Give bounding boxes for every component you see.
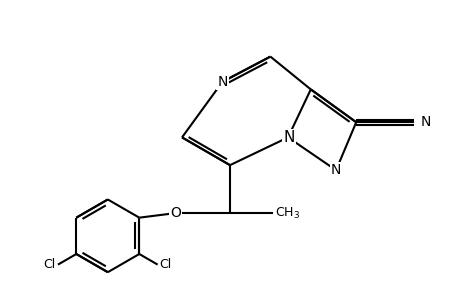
Text: Cl: Cl	[159, 258, 172, 271]
Text: N: N	[420, 115, 430, 129]
Text: N: N	[330, 163, 341, 177]
Text: Cl: Cl	[44, 258, 56, 271]
Text: N: N	[283, 130, 294, 145]
Text: N: N	[217, 75, 227, 89]
Text: CH$_3$: CH$_3$	[275, 206, 300, 221]
Text: O: O	[170, 206, 180, 220]
